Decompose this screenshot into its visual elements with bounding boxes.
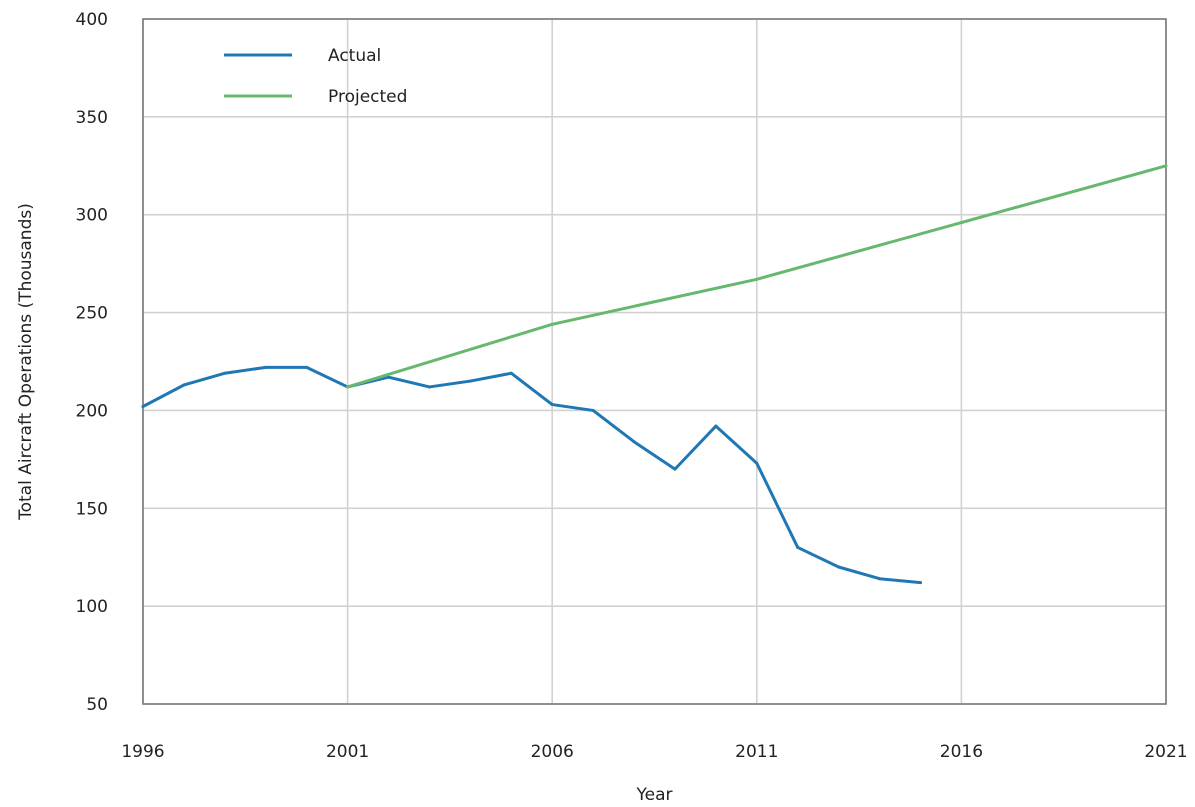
x-tick-label: 2001 [326,742,369,762]
y-tick-label: 250 [76,304,108,324]
plot-area-frame [142,18,1167,705]
data-point-actual [878,577,882,581]
data-point-actual [591,408,595,412]
data-point-projected [755,277,759,281]
data-point-actual [918,581,922,585]
y-tick-label: 400 [76,10,108,30]
y-tick-label: 50 [86,695,108,715]
legend-label-projected: Projected [328,87,407,107]
data-point-actual [632,440,636,444]
data-point-actual [550,403,554,407]
data-point-actual [796,545,800,549]
y-axis-title: Total Aircraft Operations (Thousands) [16,203,36,521]
data-point-actual [427,385,431,389]
data-point-actual [387,375,391,379]
x-axis-title: Year [636,785,673,805]
data-point-actual [673,467,677,471]
grid [142,18,1167,705]
y-tick-label: 150 [76,499,108,519]
x-tick-label: 2011 [735,742,778,762]
data-point-actual [714,424,718,428]
data-point-actual [509,371,513,375]
data-point-actual [223,371,227,375]
data-point-actual [755,461,759,465]
data-point-actual [264,365,268,369]
data-point-projected [550,322,554,326]
series-line-actual [141,365,922,585]
data-point-actual [305,365,309,369]
y-tick-label: 200 [76,401,108,421]
x-tick-label: 2006 [531,742,574,762]
legend-label-actual: Actual [328,46,381,66]
data-point-projected [1164,164,1168,168]
x-tick-label: 2021 [1144,742,1187,762]
y-tick-label: 350 [76,108,108,128]
data-point-projected [346,385,350,389]
series-group [141,164,1168,585]
data-point-actual [837,565,841,569]
legend: Actual Projected [224,46,407,107]
x-tick-label: 2016 [940,742,983,762]
y-tick-label: 300 [76,206,108,226]
y-tick-label: 100 [76,597,108,617]
data-point-actual [468,379,472,383]
data-point-actual [141,405,145,409]
data-point-projected [959,221,963,225]
tick-labels: 1996 2001 2006 2011 2016 2021 50 100 150 200 250 30… [76,10,1188,762]
data-point-actual [182,383,186,387]
x-tick-label: 1996 [121,742,164,762]
